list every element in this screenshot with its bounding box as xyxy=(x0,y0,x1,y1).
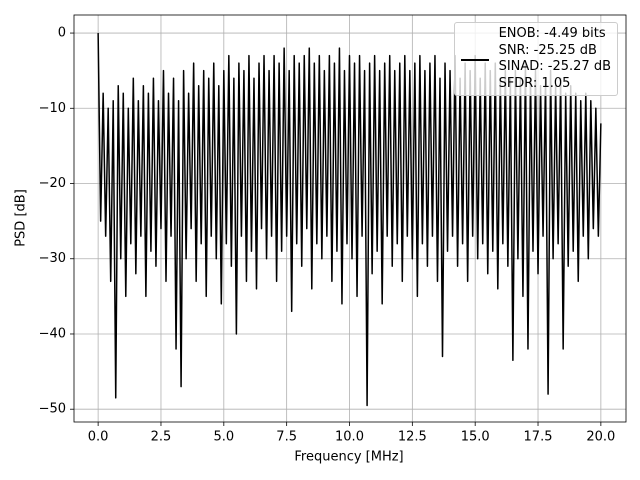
psd-line xyxy=(97,33,602,407)
y-tick-label: −50 xyxy=(39,402,66,417)
x-tick-label: 20.0 xyxy=(586,430,615,445)
y-tick-label: 0 xyxy=(58,26,66,41)
plot-frame xyxy=(73,14,627,423)
x-tick-label: 15.0 xyxy=(461,430,490,445)
y-tick-label: −10 xyxy=(39,101,66,116)
y-tick-label: −20 xyxy=(39,176,66,191)
x-tick-label: 10.0 xyxy=(335,430,364,445)
y-axis-label: PSD [dB] xyxy=(14,189,29,247)
x-tick-label: 2.5 xyxy=(151,430,172,445)
x-tick-label: 17.5 xyxy=(524,430,553,445)
x-tick-label: 0.0 xyxy=(88,430,109,445)
x-tick-label: 7.5 xyxy=(276,430,297,445)
legend: ENOB: -4.49 bits SNR: -25.25 dB SINAD: -… xyxy=(453,22,618,96)
y-tick-label: −30 xyxy=(39,251,66,266)
legend-swatch xyxy=(460,59,489,61)
legend-label: ENOB: -4.49 bits SNR: -25.25 dB SINAD: -… xyxy=(498,26,611,91)
x-tick-label: 5.0 xyxy=(213,430,234,445)
x-axis-label: Frequency [MHz] xyxy=(294,450,403,465)
y-tick-label: −40 xyxy=(39,326,66,341)
x-tick-label: 12.5 xyxy=(398,430,427,445)
